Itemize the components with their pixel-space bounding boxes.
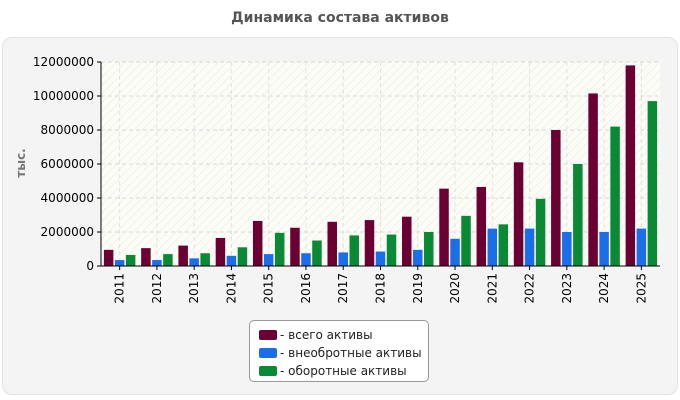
chart-title: Динамика состава активов [231,10,449,26]
bar-current-2013 [200,253,210,266]
bar-noncurrent-2023 [562,232,572,266]
x-tick-label: 2018 [374,273,388,304]
bar-total-2025 [625,65,636,267]
bar-current-2019 [424,232,434,266]
x-tick-label: 2012 [150,273,164,304]
x-tick-label: 2023 [560,273,574,304]
y-tick-label: 6000000 [41,157,94,171]
legend-item-current: - оборотные активы [259,362,428,380]
bar-total-2020 [439,188,449,266]
bar-noncurrent-2019 [413,249,423,266]
x-tick-label: 2011 [113,273,127,304]
bar-noncurrent-2012 [152,260,162,266]
bar-current-2012 [163,254,173,266]
bar-noncurrent-2011 [114,260,125,266]
bar-current-2014 [237,247,248,266]
bar-noncurrent-2025 [636,228,647,266]
x-tick-label: 2021 [485,273,499,304]
legend-label-noncurrent: - внеобротные активы [280,346,422,360]
y-tick-label: 0 [86,259,94,273]
bar-total-2015 [252,220,263,266]
bar-current-2016 [312,240,322,266]
bar-current-2022 [535,198,546,266]
y-tick-label: 10000000 [33,89,94,103]
bar-noncurrent-2015 [263,254,274,266]
bar-total-2023 [551,130,561,266]
x-tick-label: 2013 [187,273,201,304]
x-tick-labels: 2011 2012 2013 2014 2015 2016 2017 2018 2019 2020… [113,273,649,304]
bar-noncurrent-2017 [338,252,348,266]
bar-total-2024 [588,93,598,266]
y-axis-label: тыс. [14,148,28,177]
bar-current-2025 [647,101,658,266]
bar-current-2021 [498,224,509,266]
bar-total-2019 [402,216,412,266]
bar-current-2015 [274,232,285,266]
bar-noncurrent-2020 [450,238,460,266]
bar-noncurrent-2021 [487,228,498,266]
legend-swatch-current [259,366,277,376]
legend-item-noncurrent: - внеобротные активы [259,344,428,362]
x-tick-label: 2024 [597,273,611,304]
bar-total-2018 [364,220,375,266]
legend-label-total: - всего активы [280,328,373,342]
bar-noncurrent-2018 [375,251,386,266]
bar-noncurrent-2014 [226,255,237,266]
bar-total-2021 [476,186,487,266]
x-tick-label: 2017 [336,273,350,304]
legend-swatch-noncurrent [259,348,277,358]
x-tick-label: 2014 [224,273,238,304]
x-tick-label: 2025 [634,273,648,304]
bar-current-2023 [573,164,583,266]
x-tick-label: 2022 [523,273,537,304]
y-tick-label: 12000000 [33,55,94,69]
legend-item-total: - всего активы [259,326,428,344]
axes [97,61,660,270]
bar-current-2020 [461,215,471,266]
bar-total-2022 [513,162,524,266]
bar-noncurrent-2022 [524,228,535,266]
bar-total-2014 [215,237,226,266]
y-tick-label: 4000000 [41,191,94,205]
bar-current-2011 [125,254,136,266]
x-tick-label: 2016 [299,273,313,304]
bar-current-2024 [610,126,620,266]
bar-total-2012 [141,248,151,266]
y-tick-label: 2000000 [41,225,94,239]
legend-swatch-total [259,330,277,340]
bar-current-2018 [386,234,397,266]
x-tick-label: 2019 [411,273,425,304]
x-tick-label: 2020 [448,273,462,304]
legend-label-current: - оборотные активы [280,364,407,378]
bar-noncurrent-2024 [599,232,609,266]
bar-noncurrent-2013 [189,258,199,266]
bar-current-2017 [349,235,359,266]
y-tick-label: 8000000 [41,123,94,137]
bars [103,65,658,267]
bar-total-2013 [178,245,188,266]
y-tick-labels: 0 2000000 4000000 6000000 8000000 10000000 120… [33,55,94,273]
bar-noncurrent-2016 [301,253,311,266]
legend: - всего активы - внеобротные активы - об… [249,320,429,382]
x-tick-label: 2015 [262,273,276,304]
bar-total-2011 [103,249,114,266]
bar-total-2016 [290,227,300,266]
bar-total-2017 [327,221,337,266]
